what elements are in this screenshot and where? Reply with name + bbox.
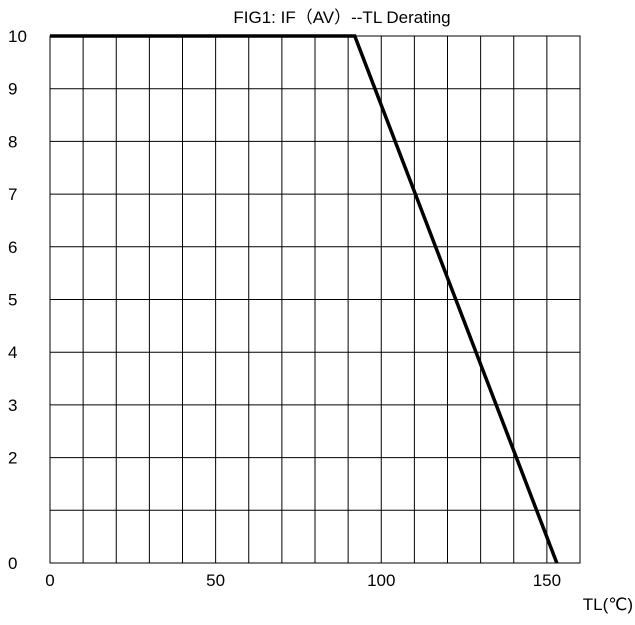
y-tick-label: 0 xyxy=(8,554,17,573)
y-tick-label: 9 xyxy=(8,80,17,99)
y-tick-label: 3 xyxy=(8,396,17,415)
y-tick-label: 2 xyxy=(8,449,17,468)
x-tick-label: 150 xyxy=(533,571,561,590)
x-axis-label: TL(℃) xyxy=(583,595,633,614)
y-tick-label: 7 xyxy=(8,185,17,204)
y-tick-label: 6 xyxy=(8,238,17,257)
x-tick-label: 100 xyxy=(367,571,395,590)
x-axis-ticks: 0 50 100 150 xyxy=(45,571,561,590)
y-tick-label: 4 xyxy=(8,343,17,362)
chart-grid xyxy=(50,36,580,563)
x-tick-label: 0 xyxy=(45,571,54,590)
y-tick-label: 10 xyxy=(8,27,27,46)
chart-title: FIG1: IF（AV）--TL Derating xyxy=(233,8,450,27)
y-tick-label: 5 xyxy=(8,291,17,310)
derating-curve xyxy=(50,34,559,564)
series-group xyxy=(50,34,559,564)
y-tick-label: 8 xyxy=(8,132,17,151)
y-axis-ticks: 0 2 3 4 5 6 7 8 9 10 xyxy=(8,27,27,573)
x-tick-label: 50 xyxy=(206,571,225,590)
